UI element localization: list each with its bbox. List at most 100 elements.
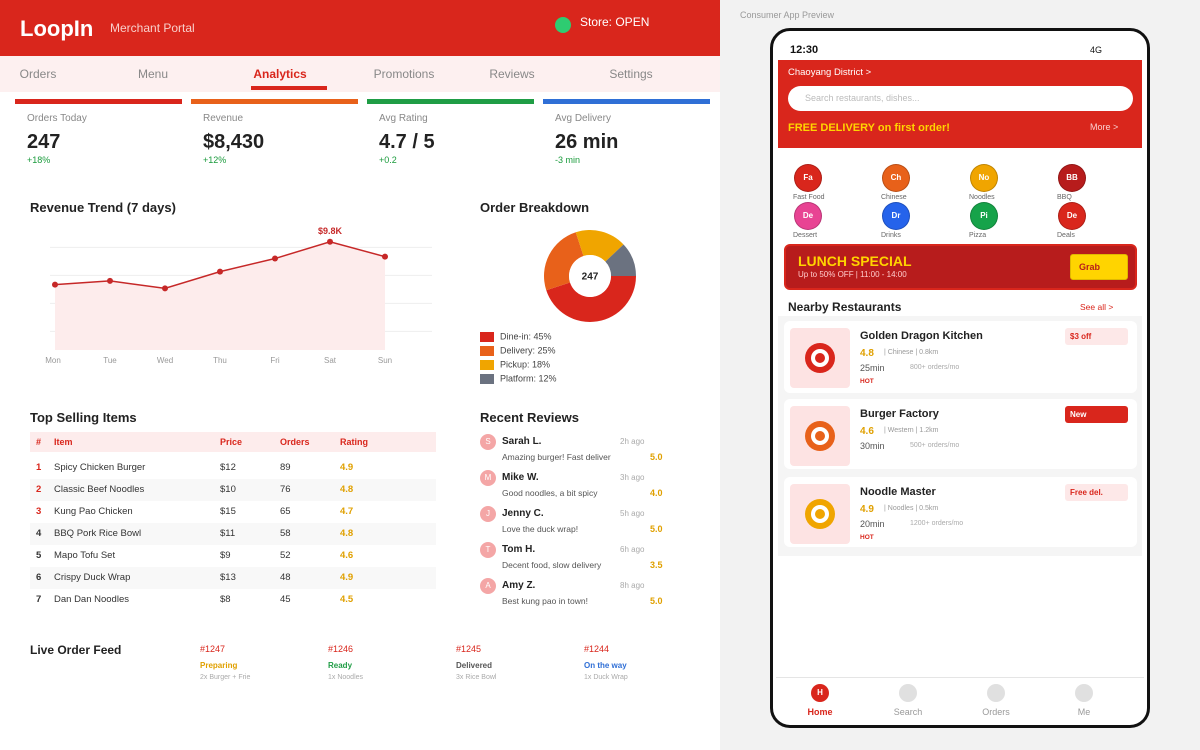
table-cell: Dan Dan Noodles [54,594,129,605]
category-icon[interactable]: Ch [882,164,910,192]
review-time: 5h ago [620,509,645,518]
x-tick-label: Tue [103,356,117,365]
store-status[interactable]: Store: OPEN [580,15,650,29]
search-box[interactable] [788,86,1133,111]
tab-bar [0,56,720,92]
tab[interactable]: Orders [19,67,57,81]
point [382,253,388,260]
x-tick-label: Sun [378,356,392,365]
tab[interactable]: Reviews [489,67,535,81]
table-cell: $9 [220,550,231,561]
restaurant-logo-dot [815,509,825,519]
kpi-change: -3 min [555,155,581,165]
nav-label[interactable]: Home [807,707,833,717]
review-time: 2h ago [620,437,645,446]
tab[interactable]: Settings [609,67,653,81]
category-name: Fast Food [793,194,825,201]
table-cell: Kung Pao Chicken [54,506,133,517]
order-id[interactable]: #1245 [456,644,482,654]
table-header: Rating [340,437,368,447]
category-icon[interactable]: BB [1058,164,1086,192]
table-cell: 4.8 [340,484,354,495]
status-time: 12:30 [790,44,819,56]
table-cell: 4 [36,528,42,539]
restaurant-tag: HOT [860,534,874,541]
category-icon[interactable]: Dr [882,202,910,230]
nav-label[interactable]: Orders [982,707,1010,717]
category-icon[interactable]: Fa [794,164,822,192]
review-time: 8h ago [620,581,645,590]
table-cell: Classic Beef Noodles [54,484,145,495]
restaurant-badge: Free del. [1065,484,1128,501]
order-id[interactable]: #1247 [200,644,226,654]
category-icon[interactable]: Pi [970,202,998,230]
nav-label[interactable]: Search [893,707,923,717]
promo-text: FREE DELIVERY on first order! [788,122,950,134]
table-cell: 4.5 [340,594,354,605]
nav-icon[interactable] [899,684,917,702]
legend-swatch [480,360,494,370]
kpi-change: +18% [27,155,51,165]
table-cell: 45 [280,594,291,605]
banner-button[interactable]: Grab [1070,254,1128,280]
category-name: Drinks [881,232,901,239]
kpi-value: $8,430 [203,131,265,153]
avatar: M [480,470,496,486]
section-title: Recent Reviews [480,410,579,425]
review-text: Good noodles, a bit spicy [502,488,598,498]
nav-icon[interactable] [987,684,1005,702]
charts-layer: Mon Tue Wed Thu Fri Sat $9.8K Sun Dine-in: 45% De… [45,226,636,384]
table-header-bg [30,432,436,452]
nav-icon[interactable]: H [811,684,829,702]
restaurant-time: 30min [860,441,885,451]
table-header: Orders [280,437,310,447]
tab[interactable]: Analytics [253,67,307,81]
category-icon[interactable]: De [794,202,822,230]
table-row-bg [30,567,436,589]
restaurant-logo-dot [815,353,825,363]
order-id[interactable]: #1246 [328,644,354,654]
review-text: Amazing burger! Fast deliver [502,452,611,462]
nav-icon[interactable] [1075,684,1093,702]
order-status: Preparing [200,661,238,670]
kpi-accent [191,99,358,104]
legend-label: Delivery: 25% [500,345,556,355]
x-tick-label: Thu [213,356,227,365]
avatar: J [480,506,496,522]
restaurant-time: 25min [860,363,885,373]
table-cell: Crispy Duck Wrap [54,572,131,583]
category-icon[interactable]: No [970,164,998,192]
category-name: Chinese [881,194,907,201]
tab[interactable]: Menu [137,67,169,81]
see-all[interactable]: See all > [1080,302,1114,312]
tab[interactable]: Promotions [373,67,435,81]
portal-subtitle: Merchant Portal [110,21,195,35]
table-cell: BBQ Pork Rice Bowl [54,528,142,539]
restaurant-badge: New [1065,406,1128,423]
kpi-change: +12% [203,155,227,165]
donut-slice [544,232,584,291]
location[interactable]: Chaoyang District > [788,67,872,78]
point [272,255,278,262]
more-link[interactable]: More > [1090,122,1119,132]
table-header: Item [54,437,73,447]
restaurant-details: | Chinese | 0.8km [884,349,939,356]
table-cell: Mapo Tofu Set [54,550,116,561]
kpi-accent [543,99,710,104]
status-network: 4G [1090,45,1103,55]
kpi-value: 247 [27,131,61,153]
review-text: Best kung pao in town! [502,596,589,606]
nav-label[interactable]: Me [1077,707,1091,717]
legend-label: Pickup: 18% [500,359,550,369]
kpi-label: Orders Today [27,113,87,124]
table-cell: 4.6 [340,550,354,561]
kpi-accent [367,99,534,104]
table-cell: 4.9 [340,572,354,583]
avatar: T [480,542,496,558]
order-items: 3x Rice Bowl [456,674,497,681]
restaurant-badge: $3 off [1065,328,1128,345]
restaurant-name: Noodle Master [860,486,936,498]
category-icon[interactable]: De [1058,202,1086,230]
order-id[interactable]: #1244 [584,644,610,654]
